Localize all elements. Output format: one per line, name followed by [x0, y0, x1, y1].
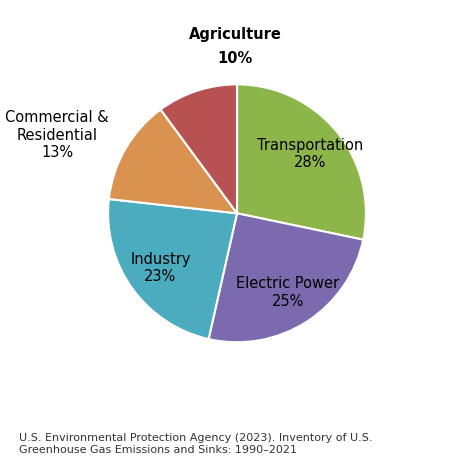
Text: 10%: 10% [217, 51, 253, 66]
Wedge shape [109, 109, 237, 213]
Wedge shape [237, 84, 366, 240]
Text: Commercial &
Residential
13%: Commercial & Residential 13% [5, 110, 109, 160]
Text: U.S. Environmental Protection Agency (2023). Inventory of U.S.
Greenhouse Gas Em: U.S. Environmental Protection Agency (20… [19, 433, 373, 455]
Wedge shape [209, 213, 363, 342]
Wedge shape [108, 199, 237, 339]
Text: Agriculture: Agriculture [189, 27, 282, 42]
Wedge shape [161, 84, 237, 213]
Text: Transportation
28%: Transportation 28% [257, 138, 363, 170]
Text: Industry
23%: Industry 23% [130, 252, 191, 284]
Text: Electric Power
25%: Electric Power 25% [236, 276, 339, 309]
